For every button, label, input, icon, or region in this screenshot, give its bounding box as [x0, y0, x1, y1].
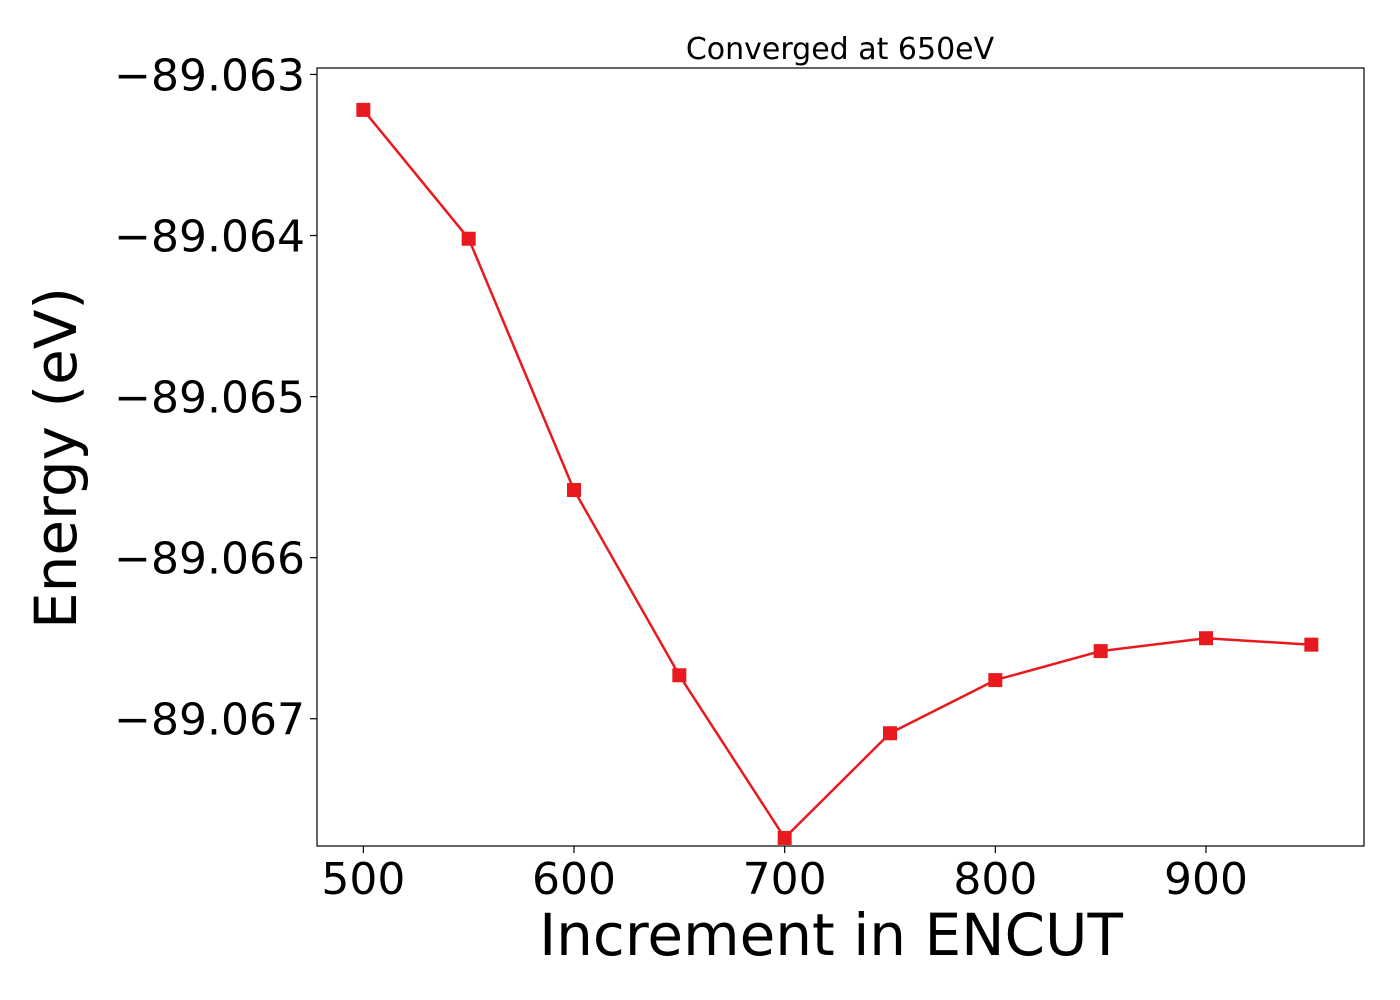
data-point [777, 830, 792, 845]
plot-frame [316, 67, 1365, 847]
x-tick-label: 900 [1164, 854, 1248, 905]
data-point [672, 668, 687, 683]
x-tick-label: 500 [321, 854, 405, 905]
data-point [1093, 644, 1108, 659]
y-axis-label: Energy (eV) [22, 287, 90, 629]
y-tick-label: −89.065 [114, 373, 305, 424]
data-point [1304, 637, 1319, 652]
x-axis-label: Increment in ENCUT [539, 901, 1123, 969]
x-tick-label: 700 [743, 854, 827, 905]
chart-title: Converged at 650eV [686, 32, 995, 67]
x-tick-label: 600 [532, 854, 616, 905]
y-tick-label: −89.066 [114, 534, 305, 585]
y-tick-label: −89.064 [114, 212, 305, 263]
data-point [988, 673, 1003, 688]
data-point [461, 231, 476, 246]
y-tick-label: −89.067 [114, 695, 305, 746]
data-point [1199, 631, 1214, 646]
data-point [567, 483, 582, 498]
y-tick-label: −89.063 [114, 50, 305, 101]
x-tick-label: 800 [953, 854, 1037, 905]
data-point [356, 102, 371, 117]
data-point [883, 726, 898, 741]
series-line [362, 109, 1312, 840]
